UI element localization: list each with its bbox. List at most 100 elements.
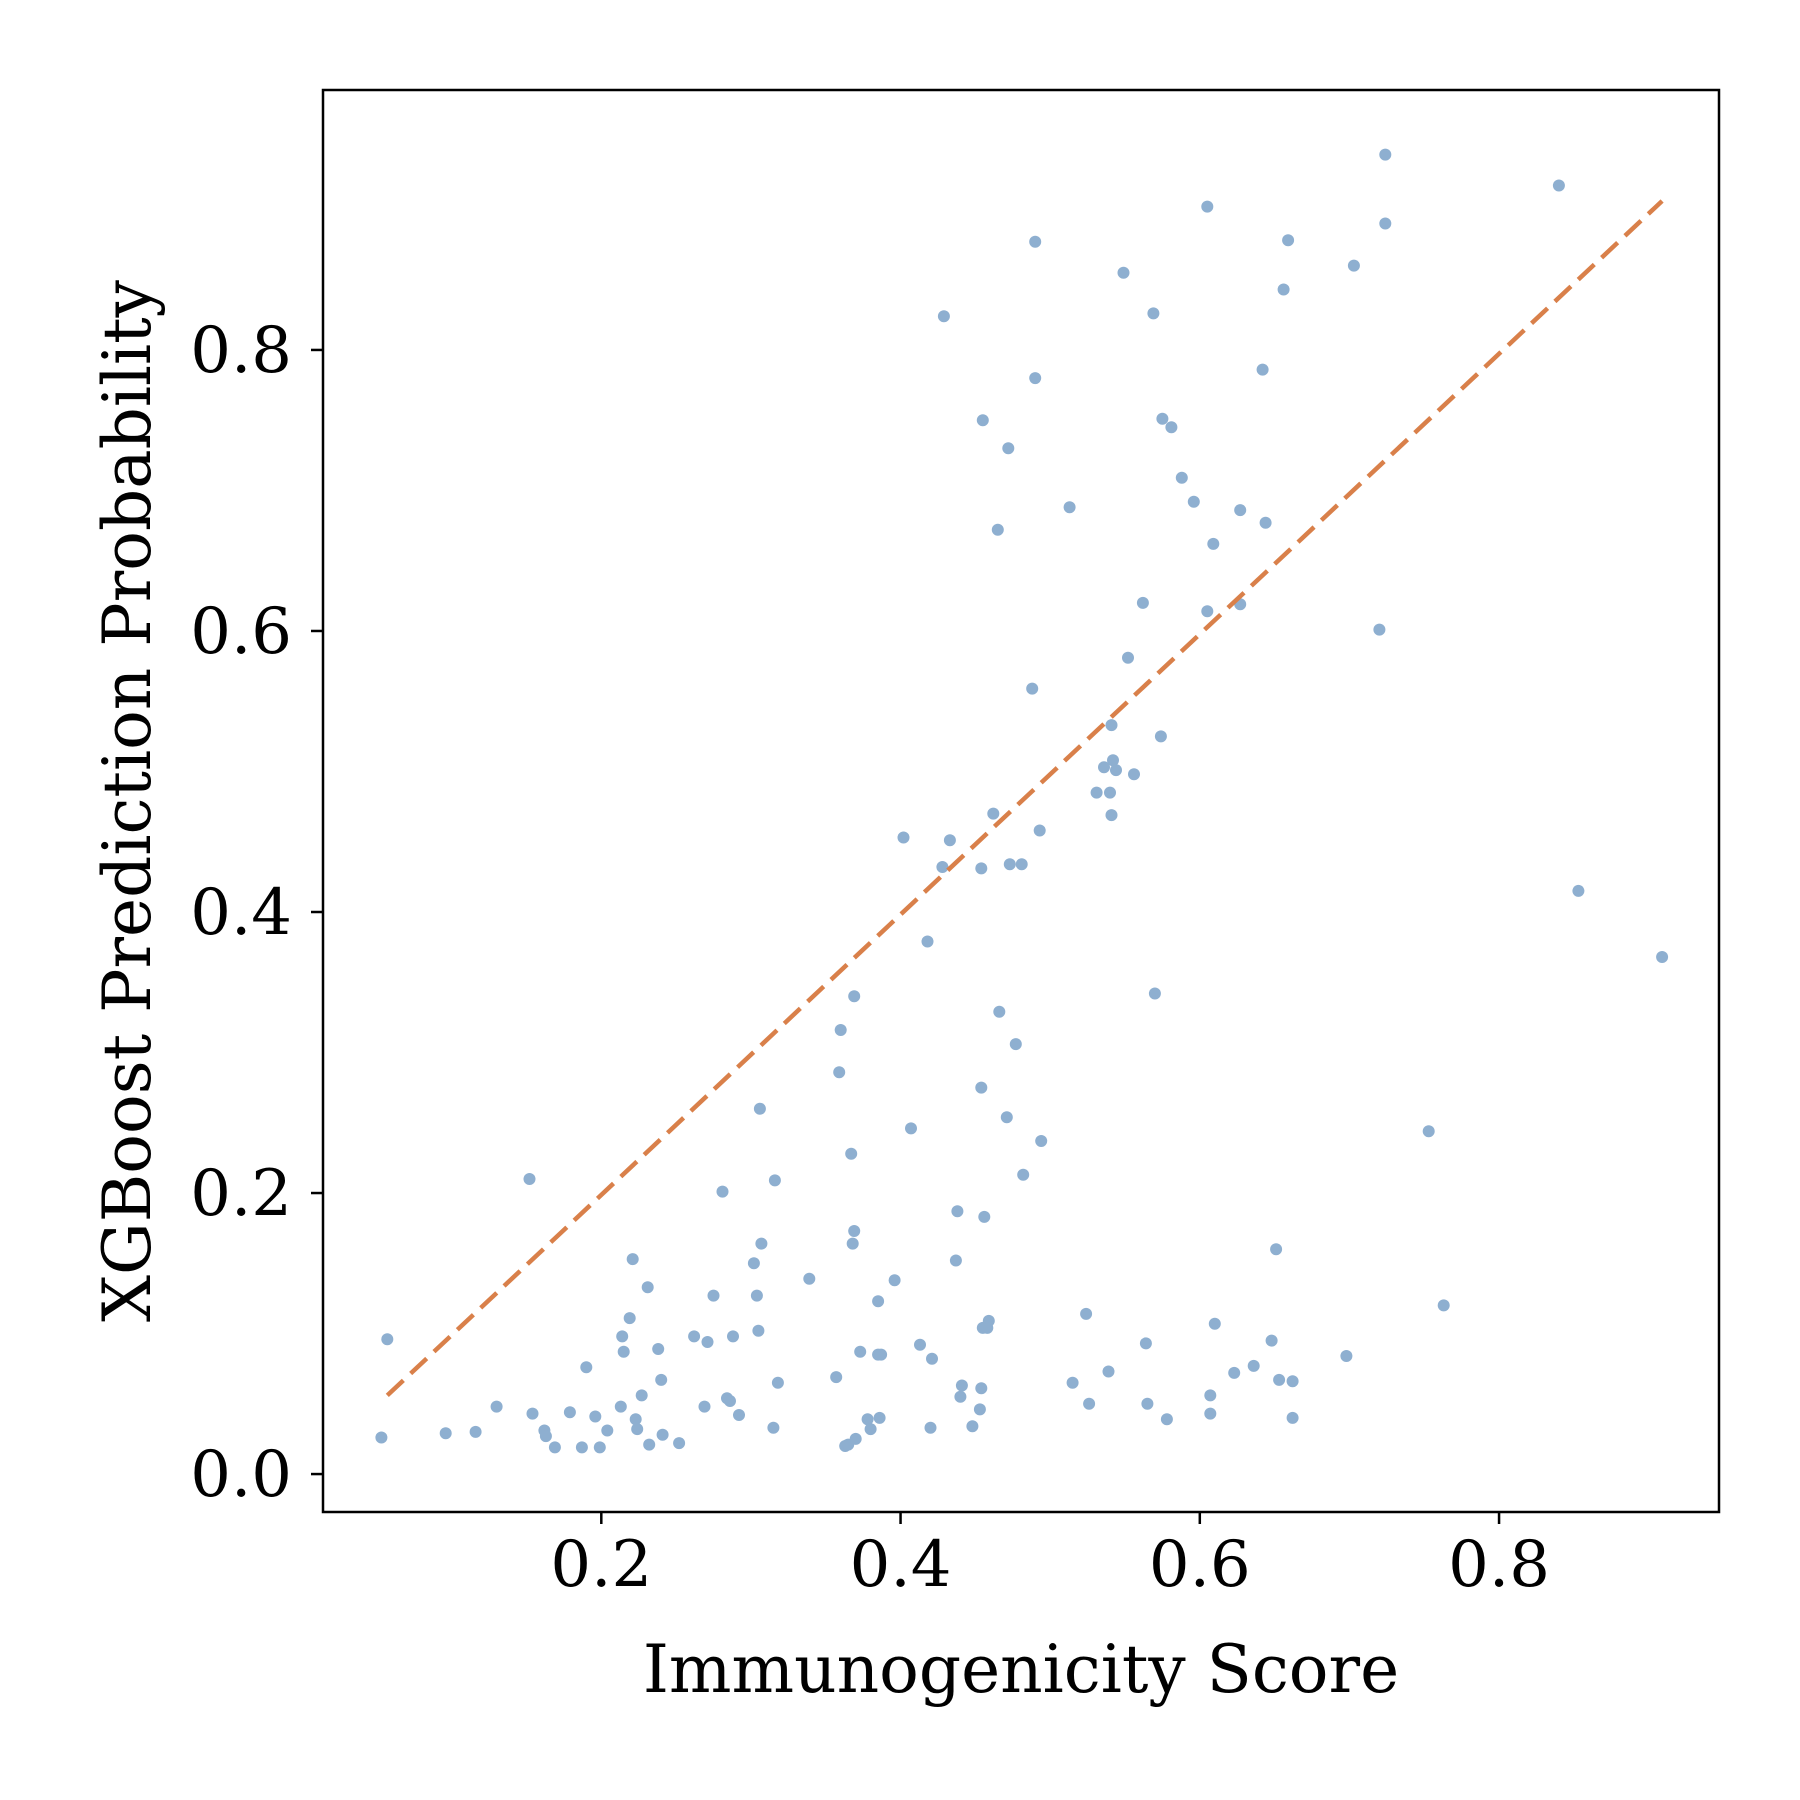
x-tick-label: 0.6 (1149, 1528, 1251, 1602)
scatter-point (914, 1338, 926, 1351)
x-tick-label: 0.4 (850, 1528, 952, 1602)
y-tick-label: 0.4 (190, 876, 292, 950)
scatter-point (1437, 1299, 1450, 1312)
scatter-point (803, 1272, 816, 1285)
scatter-point (768, 1174, 781, 1187)
scatter-point (1147, 307, 1160, 320)
scatter-point (1063, 501, 1076, 514)
scatter-point (771, 1376, 784, 1389)
scatter-point (1015, 858, 1028, 871)
scatter-point (1136, 596, 1149, 609)
scatter-point (921, 935, 934, 948)
scatter-point (1154, 730, 1167, 743)
scatter-point (1201, 200, 1214, 213)
scatter-point (1104, 786, 1116, 799)
x-tick-label: 0.2 (550, 1528, 652, 1602)
scatter-point (1107, 754, 1119, 767)
scatter-point (1572, 884, 1585, 897)
scatter-point (924, 1421, 937, 1434)
y-tick-label: 0.2 (190, 1157, 292, 1231)
x-tick-label: 0.8 (1448, 1528, 1550, 1602)
y-axis-label: XGBoost Prediction Probability (89, 279, 166, 1322)
scatter-point (643, 1438, 656, 1451)
scatter-point (753, 1102, 766, 1115)
scatter-point (993, 1005, 1006, 1018)
scatter-point (375, 1431, 388, 1444)
scatter-point (1029, 235, 1042, 248)
scatter-point (673, 1437, 686, 1450)
scatter-point (1165, 421, 1178, 434)
scatter-point (854, 1345, 867, 1358)
scatter-point (1347, 259, 1360, 272)
scatter-point (439, 1427, 452, 1440)
scatter-point (526, 1407, 539, 1420)
scatter-point (1379, 217, 1392, 230)
scatter-point (707, 1289, 720, 1302)
scatter-point (846, 1237, 859, 1250)
scatter-point (975, 862, 988, 875)
scatter-point (966, 1420, 979, 1433)
scatter-point (750, 1289, 763, 1302)
scatter-point (724, 1395, 736, 1407)
scatter-point (381, 1333, 394, 1346)
scatter-point (937, 310, 950, 323)
scatter-point (1148, 987, 1161, 1000)
scatter-point (991, 523, 1004, 536)
scatter-point (727, 1330, 739, 1343)
y-tick-label: 0.6 (190, 595, 292, 669)
scatter-point (1552, 179, 1565, 192)
scatter-point (716, 1185, 729, 1198)
scatter-point (1122, 651, 1134, 664)
scatter-point (848, 990, 861, 1003)
scatter-point (563, 1406, 576, 1419)
scatter-point (617, 1345, 630, 1358)
scatter-point (1160, 1413, 1173, 1426)
y-tick-label: 0.0 (190, 1438, 292, 1512)
x-axis-ticks: 0.2 0.4 0.6 0.8 (550, 1512, 1550, 1602)
scatter-point (1273, 1373, 1286, 1386)
scatter-point (580, 1361, 593, 1374)
scatter-point (949, 1254, 962, 1267)
scatter-point (861, 1413, 874, 1426)
scatter-point (1270, 1243, 1283, 1256)
scatter-point (1286, 1411, 1299, 1424)
scatter-point (1277, 283, 1290, 296)
scatter-point (1002, 442, 1015, 455)
scatter-point (1156, 412, 1169, 425)
scatter-point (733, 1409, 745, 1421)
scatter-point (1080, 1307, 1093, 1320)
scatter-point (469, 1425, 482, 1438)
scatter-point (973, 1403, 986, 1416)
scatter-point (1009, 1038, 1022, 1051)
scatter-point (1265, 1334, 1278, 1347)
scatter-point (1282, 234, 1295, 247)
scatter-point (905, 1122, 917, 1135)
scatter-point (652, 1343, 665, 1355)
scatter-point (641, 1281, 654, 1294)
scatter-point (1259, 516, 1272, 529)
scatter-point (1228, 1366, 1241, 1379)
scatter-point (614, 1400, 627, 1413)
scatter-point (845, 1147, 858, 1160)
scatter-point (848, 1225, 861, 1237)
scatter-point (1204, 1407, 1217, 1420)
scatter-point (1017, 1168, 1030, 1181)
scatter-point (1102, 1365, 1115, 1378)
scatter-point (656, 1428, 669, 1441)
scatter-point (1207, 537, 1220, 550)
scatter-point (888, 1274, 901, 1287)
scatter-point (767, 1421, 780, 1434)
scatter-point (873, 1411, 886, 1424)
scatter-point (1090, 786, 1103, 799)
scatter-point (623, 1312, 636, 1325)
scatter-point (1117, 266, 1130, 279)
scatter-point (1187, 495, 1200, 508)
scatter-point (1141, 1397, 1154, 1410)
y-tick-label: 0.8 (190, 314, 292, 388)
scatter-point (747, 1257, 760, 1270)
scatter-point (975, 1382, 988, 1395)
scatter-point (1110, 764, 1122, 777)
scatter-point (548, 1441, 561, 1454)
scatter-point (849, 1432, 862, 1445)
